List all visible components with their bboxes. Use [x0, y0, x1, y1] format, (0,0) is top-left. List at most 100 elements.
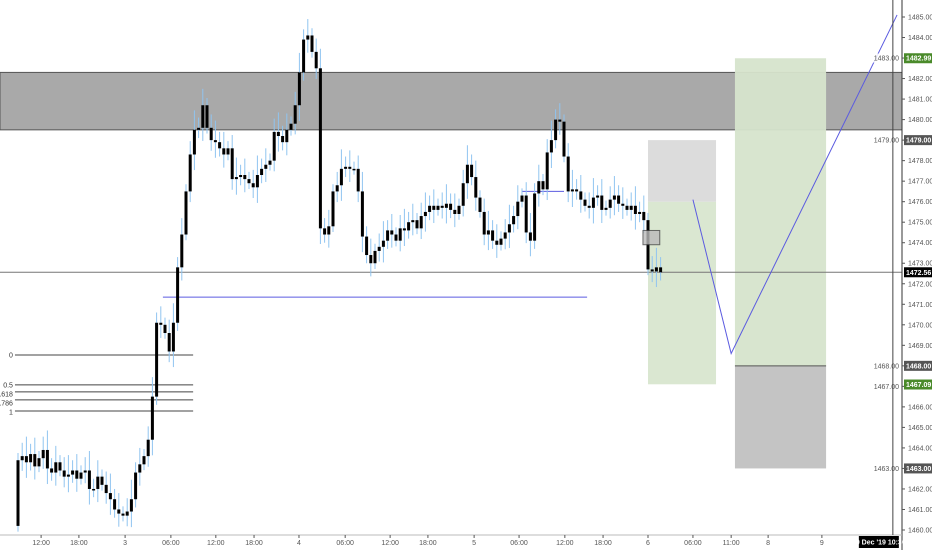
candle [159, 306, 163, 338]
price-tick-label: 1469.00 [908, 343, 932, 350]
candle [339, 149, 343, 201]
price-tick-label-bg [872, 361, 900, 371]
candle [457, 198, 461, 220]
candle [360, 171, 364, 253]
candle [222, 131, 226, 168]
candle [537, 164, 541, 207]
candle-body [537, 181, 541, 194]
candle-body [71, 470, 75, 475]
candle-body [356, 168, 360, 192]
candle-body [289, 123, 293, 130]
price-tick-label: 1471.00 [908, 302, 932, 309]
candle [600, 179, 604, 224]
price-tick-label: 1465.00 [908, 425, 932, 432]
candle [142, 448, 146, 471]
candle [570, 169, 574, 208]
price-badge [904, 463, 932, 474]
candle-body [520, 195, 524, 202]
candle [562, 114, 566, 163]
candle [625, 198, 629, 216]
candle-body [411, 220, 415, 223]
price-badge [904, 53, 932, 64]
time-tick-label: 6 [646, 540, 650, 547]
candle [411, 203, 415, 236]
candle [495, 224, 499, 258]
candle-body [285, 129, 289, 143]
candle-body [66, 474, 70, 477]
candle-body [33, 454, 37, 467]
candle-body [230, 148, 234, 180]
price-tick-label: 1482.00 [908, 76, 932, 83]
price-badge [904, 379, 932, 390]
candle-body [138, 464, 142, 473]
candle [20, 442, 24, 471]
candle-body [50, 468, 54, 473]
candle-body [41, 449, 45, 459]
candle-body [268, 160, 272, 165]
candle-body [20, 456, 24, 461]
price-tick-label: 1466.00 [908, 404, 932, 411]
candle-body [293, 105, 297, 124]
candle-body [276, 131, 280, 137]
fib-level-label: 0.618 [0, 391, 13, 398]
candle-body [436, 205, 440, 210]
candle [37, 450, 41, 473]
price-tick-label: 1481.00 [908, 97, 932, 104]
candle-body [507, 224, 511, 233]
time-tick-label: 06:00 [684, 540, 702, 547]
price-tick-label: 1468.00 [874, 363, 899, 370]
candle [331, 184, 335, 233]
candle-body [163, 324, 167, 334]
candle-body [37, 458, 41, 467]
candle [335, 171, 339, 203]
candle [163, 317, 167, 339]
price-tick-label: 1475.00 [908, 220, 932, 227]
candle-body [394, 234, 398, 241]
candle-body [654, 267, 658, 272]
candle-body [302, 39, 306, 73]
candle-body [100, 476, 104, 485]
time-tick-label: 8 [766, 540, 770, 547]
candle [104, 471, 108, 504]
candle-body [272, 131, 276, 161]
candle-body [323, 228, 327, 235]
candle [591, 178, 595, 224]
candle [344, 156, 348, 178]
candle [87, 450, 91, 505]
candle [642, 195, 646, 234]
candle-body [79, 472, 83, 479]
candle-body [327, 226, 331, 235]
time-tick-label: 12:00 [32, 540, 50, 547]
price-tick-label: 1476.00 [908, 199, 932, 206]
candle [100, 469, 104, 491]
candle [45, 430, 49, 485]
candle [524, 182, 528, 244]
candle [146, 426, 150, 467]
price-badge-label: 1468.00 [906, 363, 931, 370]
time-tick-label: 06:00 [336, 540, 354, 547]
candle-body [659, 267, 663, 273]
candle-body [180, 234, 184, 268]
candle-body [516, 201, 520, 217]
candle [402, 208, 406, 247]
candle-body [575, 189, 579, 192]
candle [71, 460, 75, 483]
candle [293, 91, 297, 135]
candle [533, 183, 537, 249]
time-tick-label: 12:00 [207, 540, 225, 547]
candle [470, 154, 474, 186]
projection-path [692, 14, 898, 355]
candle-body [549, 140, 553, 153]
candle [621, 187, 625, 219]
candle-body [142, 456, 146, 465]
candle [381, 221, 385, 263]
candle-body [234, 177, 238, 180]
candle [465, 145, 469, 199]
candle-body [92, 488, 96, 491]
candle-body [562, 121, 566, 157]
candle-body [192, 129, 196, 155]
candle [356, 155, 360, 203]
candle-body [167, 333, 171, 352]
candle [377, 233, 381, 262]
